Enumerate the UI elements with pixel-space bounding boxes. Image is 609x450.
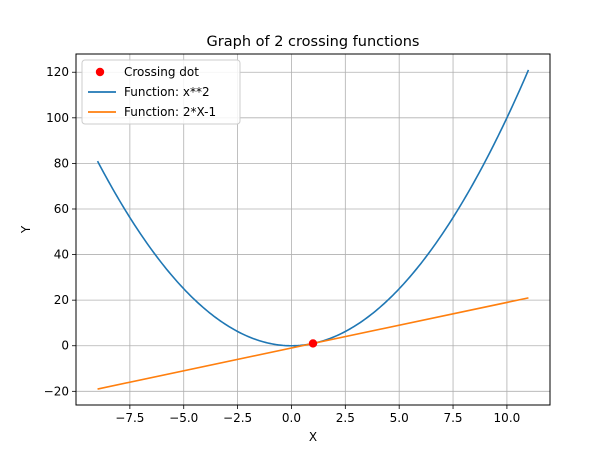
- y-tick-label: 120: [46, 65, 69, 79]
- x-tick-label: 10.0: [494, 411, 521, 425]
- legend: Crossing dot Function: x**2 Function: 2*X-…: [81, 59, 241, 125]
- chart-title: Graph of 2 crossing functions: [207, 34, 420, 50]
- y-tick-label: 80: [54, 156, 69, 170]
- legend-box: [81, 59, 241, 125]
- y-tick-label: −20: [44, 384, 69, 398]
- y-tick-label: 0: [61, 339, 69, 353]
- y-tick-label: 40: [54, 248, 69, 262]
- plot-area-frame: [75, 53, 551, 406]
- axes-ticks: −7.5 −5.0 −2.5 0.0 2.5 5.0 7.5 10.0 −20 0 20 40 60 80…: [44, 65, 521, 425]
- crossing-dot: [308, 339, 318, 348]
- x-tick-label: −7.5: [115, 411, 144, 425]
- x-tick-label: 7.5: [443, 411, 462, 425]
- x-tick-label: 5.0: [390, 411, 409, 425]
- x-tick-label: 2.5: [336, 411, 355, 425]
- x-tick-label: 0.0: [282, 411, 301, 425]
- y-axis-label: Y: [19, 225, 33, 234]
- legend-marker-crossing-dot: [95, 67, 105, 77]
- legend-label-crossing-dot: Crossing dot: [124, 65, 199, 79]
- x-tick-label: −5.0: [169, 411, 198, 425]
- x-axis-label: X: [309, 430, 317, 444]
- legend-label-series-1: Function: x**2: [124, 85, 210, 99]
- y-tick-label: 60: [54, 202, 69, 216]
- x-tick-label: −2.5: [223, 411, 252, 425]
- legend-label-series-2: Function: 2*X-1: [124, 105, 216, 119]
- y-tick-label: 20: [54, 293, 69, 307]
- y-tick-label: 100: [46, 111, 69, 125]
- series-layer: [96, 69, 530, 390]
